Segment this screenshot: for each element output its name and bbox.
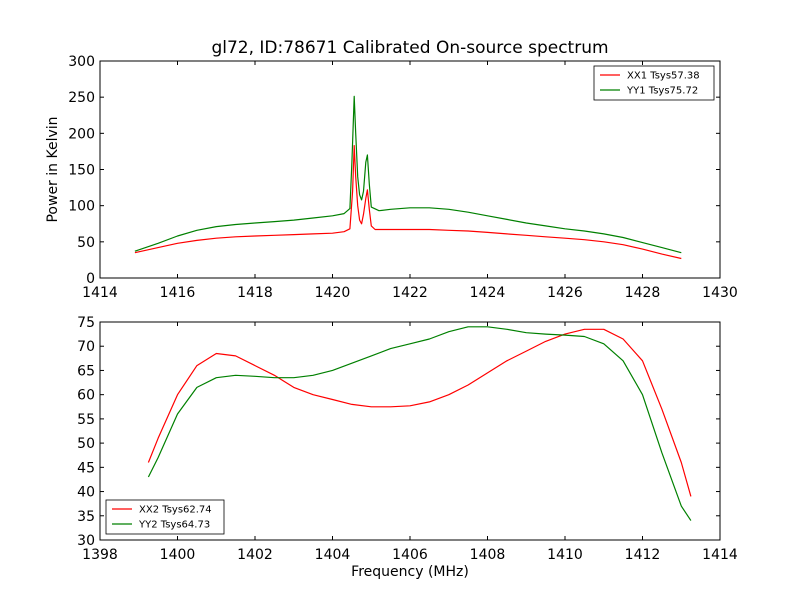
x-tick-label: 1412 (625, 547, 661, 563)
top-panel: 1414 1416 1418 1420 1422 1424 1426 1428 1430 0 50 1… (45, 54, 738, 301)
y-tick-label: 45 (77, 460, 95, 476)
y-tick-label: 200 (68, 126, 95, 142)
y-tick-label: 65 (77, 363, 95, 379)
legend-label: XX2 Tsys62.74 (139, 505, 212, 516)
legend: XX1 Tsys57.38 YY1 Tsys75.72 (593, 65, 715, 101)
legend-label: XX1 Tsys57.38 (627, 71, 700, 82)
y-tick-label: 75 (77, 315, 95, 331)
legend-label: YY1 Tsys75.72 (626, 86, 698, 97)
x-tick-label: 1426 (547, 285, 583, 301)
legend-label: YY2 Tsys64.73 (138, 520, 210, 531)
series-line-1 (134, 145, 682, 260)
legend-box (593, 65, 715, 101)
x-tick-label: 1420 (315, 285, 351, 301)
y-tick-label: 70 (77, 339, 95, 355)
bottom-panel: 1398 1400 1402 1404 1406 1408 1410 1412 1414 30 35… (77, 315, 738, 580)
x-tick-label: 1404 (315, 547, 351, 563)
x-tick-label: 1414 (702, 547, 738, 563)
legend-box (105, 499, 225, 535)
y-tick-label: 40 (77, 485, 95, 501)
y-tick-label: 35 (77, 509, 95, 525)
y-tick-label: 150 (68, 163, 95, 179)
x-tick-label: 1430 (702, 285, 738, 301)
y-tick-label: 50 (77, 235, 95, 251)
series-line-2 (147, 326, 692, 521)
y-tick-label: 0 (86, 271, 95, 287)
y-tick-label: 60 (77, 388, 95, 404)
y-tick-label: 100 (68, 199, 95, 215)
y-tick-label: 30 (77, 533, 95, 549)
x-tick-label: 1400 (160, 547, 196, 563)
x-tick-label: 1406 (392, 547, 428, 563)
x-tick-label: 1398 (82, 547, 118, 563)
x-axis-label: Frequency (MHz) (351, 564, 469, 580)
x-tick-label: 1414 (82, 285, 118, 301)
x-tick-label: 1402 (237, 547, 273, 563)
y-tick-label: 250 (68, 90, 95, 106)
x-tick-label: 1428 (625, 285, 661, 301)
y-tick-label: 300 (68, 54, 95, 70)
x-tick-label: 1422 (392, 285, 428, 301)
legend: XX2 Tsys62.74 YY2 Tsys64.73 (105, 499, 225, 535)
chart-title: gl72, ID:78671 Calibrated On-source spec… (211, 38, 608, 58)
y-tick-label: 50 (77, 436, 95, 452)
y-axis-label: Power in Kelvin (45, 116, 61, 222)
series-line-1 (147, 328, 692, 497)
x-tick-label: 1410 (547, 547, 583, 563)
x-tick-label: 1416 (160, 285, 196, 301)
x-tick-label: 1424 (470, 285, 506, 301)
x-tick-label: 1408 (470, 547, 506, 563)
x-tick-label: 1418 (237, 285, 273, 301)
series-line-2 (134, 95, 682, 254)
y-tick-label: 55 (77, 412, 95, 428)
